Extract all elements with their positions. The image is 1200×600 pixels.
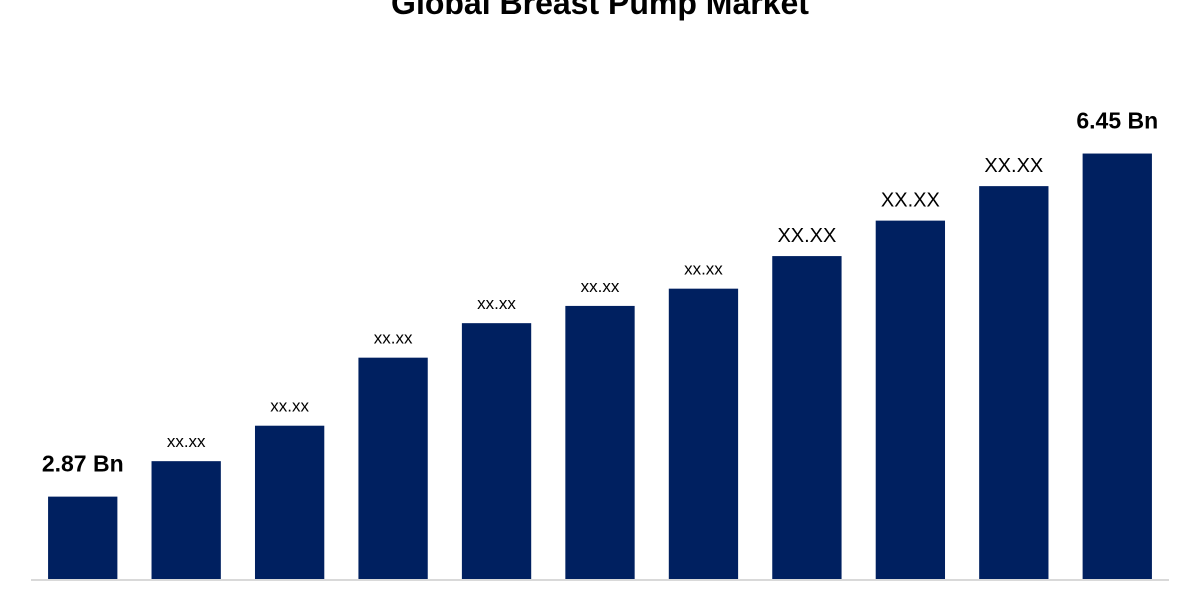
bar (668, 288, 739, 580)
chart-title: Global Breast Pump Market (391, 0, 809, 21)
data-label: XX.XX (984, 155, 1043, 177)
data-label: 6.45 Bn (1076, 108, 1158, 134)
data-label: xx.xx (684, 260, 723, 279)
data-label: xx.xx (167, 432, 206, 451)
bar (772, 256, 842, 580)
data-label: XX.XX (881, 190, 940, 212)
bar (254, 425, 325, 580)
bar (358, 357, 428, 580)
bar (875, 220, 946, 580)
data-label: xx.xx (581, 277, 620, 296)
data-label: xx.xx (477, 294, 516, 313)
data-label: xx.xx (270, 397, 309, 416)
bar (461, 323, 532, 580)
bar (565, 305, 635, 580)
data-label: xx.xx (374, 329, 413, 348)
bar (1082, 153, 1152, 580)
data-label: XX.XX (777, 225, 836, 247)
bar (48, 496, 118, 580)
bar (151, 461, 221, 580)
bar (979, 186, 1049, 580)
data-label: 2.87 Bn (42, 451, 124, 477)
